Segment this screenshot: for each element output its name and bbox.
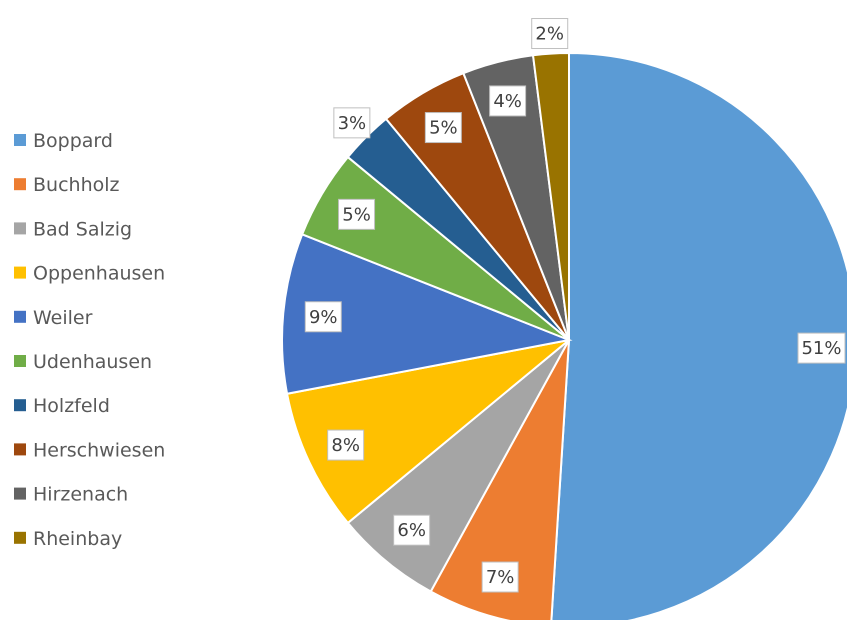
data-label-box (338, 198, 376, 230)
legend-item-hirzenach: Hirzenach (14, 484, 128, 506)
legend-label: Oppenhausen (33, 263, 165, 285)
legend-label: Herschwiesen (33, 439, 165, 461)
data-label-box (531, 18, 569, 50)
data-label-buchholz: 7% (481, 561, 519, 593)
data-label-box (304, 301, 342, 333)
pie-slice-oppenhausen (285, 339, 570, 525)
legend-item-udenhausen: Udenhausen (14, 351, 152, 373)
legend-label: Udenhausen (33, 351, 152, 373)
pie-slice-buchholz (429, 339, 570, 620)
legend-swatch (14, 355, 26, 367)
legend-label: Hirzenach (33, 484, 128, 506)
legend-swatch (14, 222, 26, 235)
legend-swatch (14, 487, 26, 500)
data-label-text: 4% (493, 91, 522, 112)
data-labels: 51% 7% 6% 8% 9% 5% 3% 5% 4% 2% (304, 18, 846, 593)
data-label-udenhausen: 5% (338, 198, 376, 230)
data-label-text: 5% (429, 118, 458, 139)
legend-item-buchholz: Buchholz (14, 174, 120, 196)
data-label-bad-salzig: 6% (393, 514, 431, 546)
data-label-text: 9% (309, 307, 338, 328)
data-label-box (797, 332, 846, 364)
legend-swatch (14, 178, 26, 191)
pie-slice-weiler (281, 233, 573, 395)
legend-swatch (14, 399, 26, 412)
legend-item-boppard: Boppard (14, 130, 113, 152)
legend: Boppard Buchholz Bad Salzig Oppenhausen Weil… (14, 130, 165, 550)
legend-label: Boppard (33, 130, 113, 152)
legend-item-weiler: Weiler (14, 307, 93, 329)
legend-swatch (14, 443, 26, 456)
legend-label: Holzfeld (33, 395, 110, 417)
data-label-box (424, 112, 462, 144)
data-label-text: 51% (801, 338, 841, 359)
data-label-herschwiesen: 5% (424, 112, 462, 144)
data-label-box (489, 85, 527, 117)
legend-swatch (14, 310, 26, 323)
data-label-box (327, 429, 365, 461)
legend-item-rheinbay: Rheinbay (14, 528, 122, 550)
legend-item-herschwiesen: Herschwiesen (14, 439, 165, 461)
legend-swatch (14, 531, 26, 544)
data-label-rheinbay: 2% (531, 18, 569, 50)
data-label-box (333, 107, 371, 139)
data-label-text: 5% (342, 204, 371, 225)
data-label-holzfeld: 3% (333, 107, 371, 139)
data-label-weiler: 9% (304, 301, 342, 333)
data-label-text: 3% (338, 113, 367, 134)
legend-item-bad-salzig: Bad Salzig (14, 218, 132, 240)
legend-item-oppenhausen: Oppenhausen (14, 263, 165, 285)
legend-label: Buchholz (33, 174, 120, 196)
legend-label: Bad Salzig (33, 218, 132, 240)
data-label-text: 6% (397, 520, 426, 541)
pie-slice-boppard (550, 51, 847, 620)
data-label-box (481, 561, 519, 593)
data-label-boppard: 51% (797, 332, 846, 364)
data-label-text: 7% (486, 567, 515, 588)
legend-label: Weiler (33, 307, 93, 329)
data-label-hirzenach: 4% (489, 85, 527, 117)
data-label-oppenhausen: 8% (327, 429, 365, 461)
legend-item-holzfeld: Holzfeld (14, 395, 110, 417)
legend-swatch (14, 266, 26, 279)
legend-label: Rheinbay (33, 528, 122, 550)
data-label-text: 2% (535, 24, 564, 45)
data-label-box (393, 514, 431, 546)
legend-swatch (14, 134, 26, 146)
pie-slice-rheinbay (531, 51, 570, 341)
data-label-text: 8% (331, 435, 360, 456)
